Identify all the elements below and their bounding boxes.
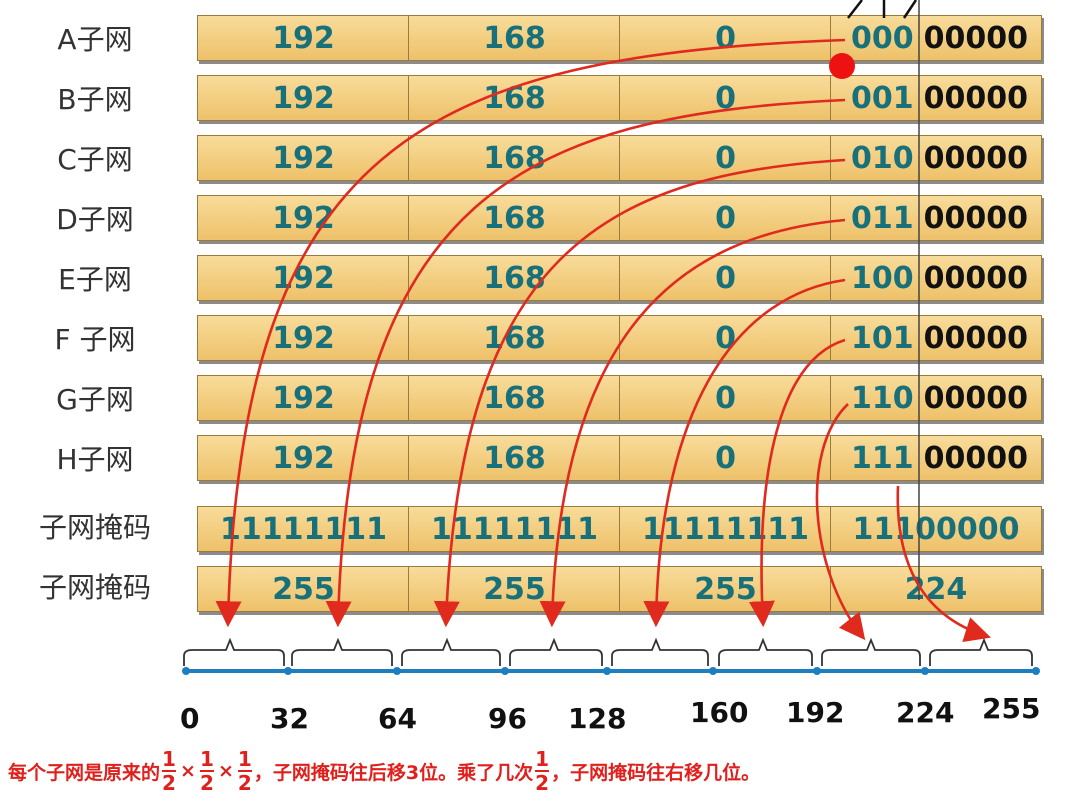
row-label: E子网 [58, 263, 132, 296]
octet-1: 192 [197, 435, 410, 481]
arrow-e [643, 278, 846, 628]
row-label: 子网掩码 [38, 571, 151, 604]
arrow-d [539, 218, 846, 628]
subnet-bits: 010 [851, 140, 914, 176]
octet-4: 101 00000 [830, 315, 1042, 361]
row-label: D子网 [56, 203, 134, 236]
octet-2: 11111111 [408, 506, 621, 552]
host-bits: 00000 [923, 20, 1028, 56]
tick-label: 64 [378, 702, 417, 735]
octet-2: 168 [408, 75, 621, 121]
arrow-b [325, 98, 846, 628]
tick-label: 32 [270, 702, 309, 735]
octet-4: 11100000 [830, 506, 1042, 552]
octet-4: 100 00000 [830, 255, 1042, 301]
octet-4: 000 00000 [830, 15, 1042, 61]
row-label: 子网掩码 [38, 511, 151, 544]
host-bits: 00000 [923, 320, 1028, 356]
row-label: G子网 [56, 383, 134, 416]
octet-3: 0 [619, 75, 832, 121]
times-sign: × [180, 760, 196, 782]
tick-label: 255 [982, 692, 1041, 725]
times-sign: × [217, 760, 234, 782]
tick-label: 0 [180, 702, 200, 735]
row-label: A子网 [57, 23, 133, 56]
subnet-bits: 111 [851, 440, 914, 476]
pointer-dot [829, 53, 855, 79]
octet-3: 0 [619, 435, 832, 481]
arrow-f [748, 338, 846, 628]
host-bits: 00000 [923, 440, 1028, 476]
arrow-h [896, 485, 991, 643]
octet-4: 110 00000 [830, 375, 1042, 421]
octet-3: 0 [619, 135, 832, 181]
arrow-g [815, 403, 866, 641]
tick-label: 224 [896, 696, 955, 729]
tick-label: 160 [690, 696, 749, 729]
octet-1: 192 [197, 315, 410, 361]
octet-2: 168 [408, 195, 621, 241]
arrow-a [215, 38, 846, 628]
arrow-c [433, 158, 846, 628]
row-label: C子网 [57, 143, 133, 176]
row-label: B子网 [57, 83, 133, 116]
host-bits: 00000 [923, 80, 1028, 116]
octet-1: 192 [197, 195, 410, 241]
host-bits: 00000 [923, 200, 1028, 236]
connector-line [902, 0, 918, 19]
row-label: H子网 [56, 443, 134, 476]
subnet-bits: 000 [851, 20, 914, 56]
host-bits: 00000 [923, 380, 1028, 416]
octet-4: 010 00000 [830, 135, 1042, 181]
octet-4: 224 [830, 566, 1042, 612]
octet-1: 192 [197, 375, 410, 421]
subnet-bits: 011 [851, 200, 914, 236]
caption-text: ，子网掩码往后移3位。乘了几次 [253, 761, 534, 784]
subnet-bits: 001 [851, 80, 914, 116]
host-bits: 00000 [923, 260, 1028, 296]
caption-text: ，子网掩码往右移几位。 [551, 761, 761, 784]
subnet-bits: 100 [851, 260, 914, 296]
octet-2: 168 [408, 435, 621, 481]
subnet-bits: 110 [851, 380, 914, 416]
host-bits: 00000 [923, 140, 1028, 176]
octet-3: 11111111 [619, 506, 832, 552]
tick-label: 128 [568, 702, 627, 735]
caption-text: 每个子网是原来的 [8, 761, 161, 784]
connector-line [847, 0, 863, 19]
subnet-bits: 101 [851, 320, 914, 356]
octet-2: 168 [408, 315, 621, 361]
tick-label: 96 [488, 702, 527, 735]
octet-2: 168 [408, 255, 621, 301]
tick-label: 192 [786, 696, 845, 729]
octet-4: 001 00000 [830, 75, 1042, 121]
octet-1: 192 [197, 75, 410, 121]
row-label: F 子网 [54, 323, 136, 356]
octet-1: 192 [197, 15, 410, 61]
octet-4: 011 00000 [830, 195, 1042, 241]
